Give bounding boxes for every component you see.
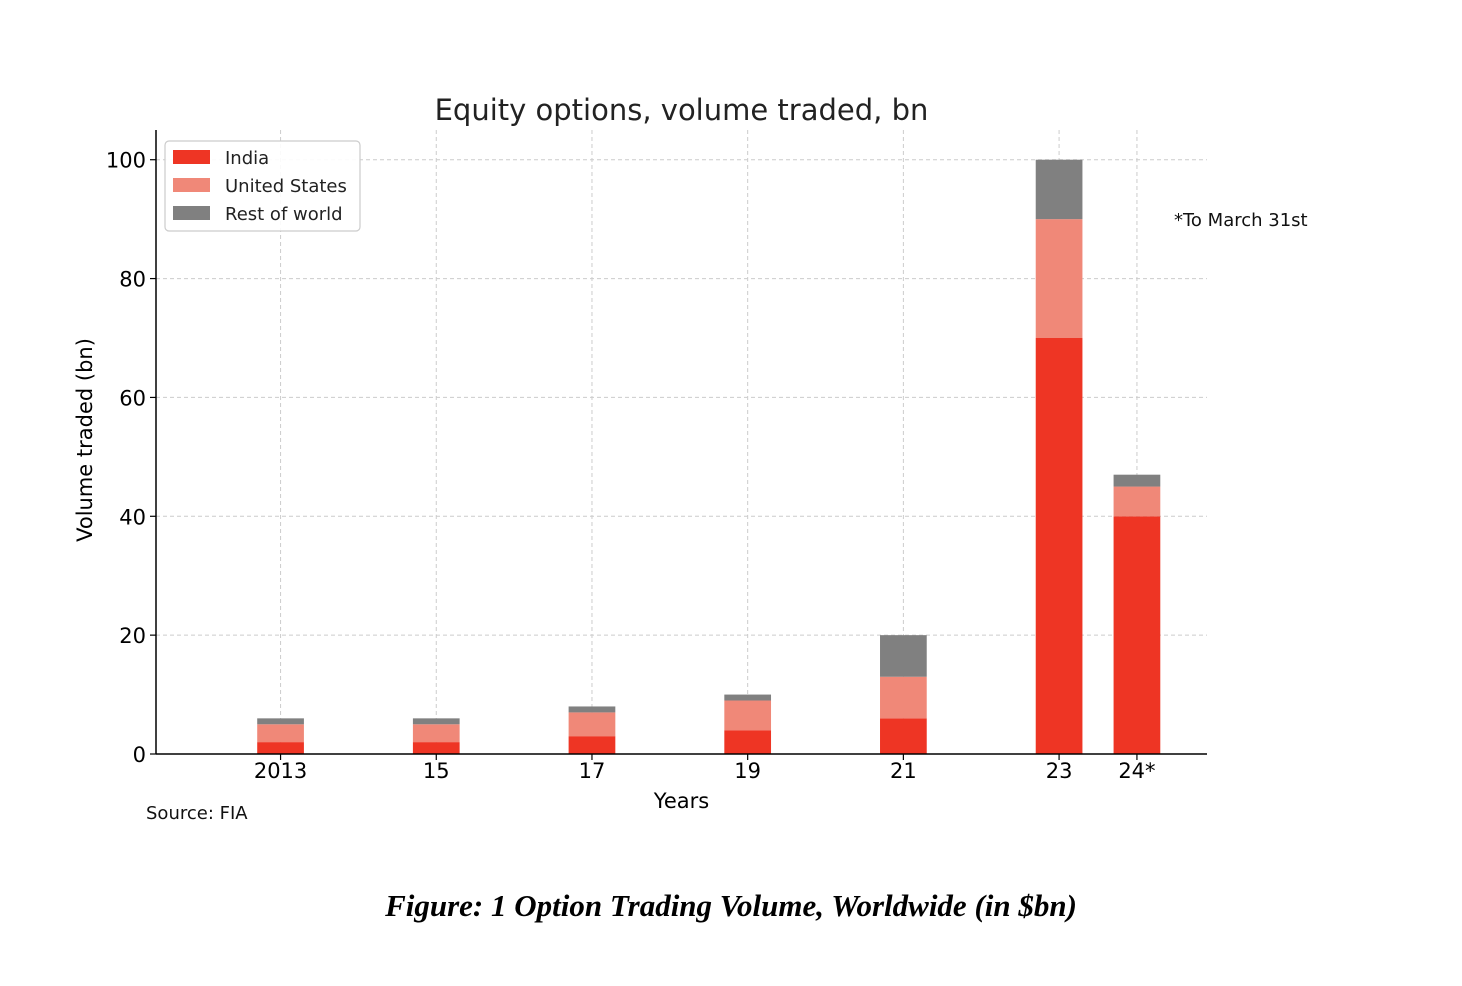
annotation-note: *To March 31st [1174, 210, 1308, 231]
legend-label: United States [225, 176, 347, 197]
legend-label: India [225, 148, 269, 169]
x-tick-label: 15 [423, 759, 450, 783]
x-tick-label: 21 [890, 759, 917, 783]
x-tick-label: 23 [1046, 759, 1073, 783]
bar-segment [880, 676, 927, 719]
x-tick-label: 19 [734, 759, 761, 783]
bar-segment [412, 742, 460, 754]
figure-caption: Figure: 1 Option Trading Volume, Worldwi… [385, 888, 1077, 923]
bar-segment [1035, 159, 1083, 220]
source-note: Source: FIA [146, 803, 248, 824]
y-tick-label: 20 [119, 624, 146, 648]
bar-segment [412, 718, 460, 725]
x-tick-label: 24* [1118, 759, 1155, 783]
legend-swatch [173, 206, 210, 220]
y-tick-label: 0 [133, 743, 146, 767]
x-axis-label: Years [653, 789, 709, 813]
legend-swatch [173, 150, 210, 164]
bar-segment [257, 718, 304, 725]
y-tick-label: 40 [119, 505, 146, 529]
bar-segment [412, 724, 460, 743]
bar-segment [1113, 516, 1161, 754]
bar-segment [1035, 219, 1083, 338]
bar-segment [1113, 486, 1161, 517]
y-tick-label: 60 [119, 386, 146, 410]
bar-segment [568, 736, 616, 754]
y-axis-label: Volume traded (bn) [73, 338, 97, 542]
chart-title: Equity options, volume traded, bn [435, 93, 929, 127]
bar-segment [880, 635, 927, 677]
bar-segment [257, 742, 304, 754]
y-tick-label: 100 [106, 149, 146, 173]
bar-segment [880, 718, 927, 754]
bar-segment [724, 694, 772, 701]
legend-box [164, 140, 361, 232]
legend-label: Rest of world [225, 204, 343, 225]
bar-segment [257, 724, 304, 743]
x-tick-label: 2013 [254, 759, 307, 783]
bar-segment [1035, 338, 1083, 754]
legend-swatch [173, 178, 210, 192]
bar-segment [724, 700, 772, 731]
y-tick-label: 80 [119, 268, 146, 292]
bar-segment [568, 706, 616, 713]
x-tick-label: 17 [579, 759, 606, 783]
bar-segment [724, 730, 772, 754]
bar-segment [1113, 474, 1161, 487]
bar-segment [568, 712, 616, 737]
